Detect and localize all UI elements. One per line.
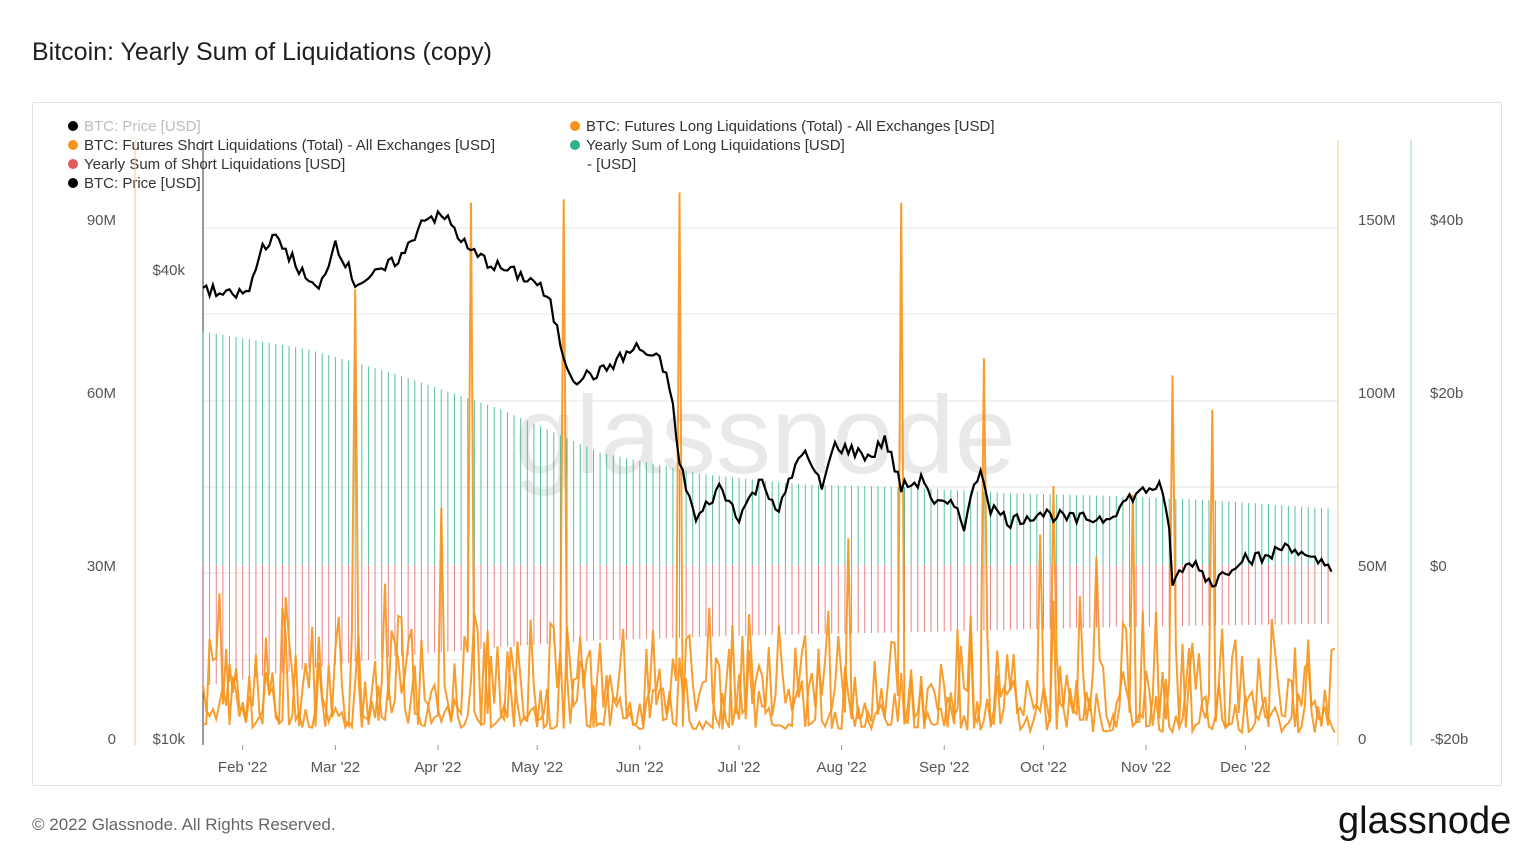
x-tick-label: Dec '22 <box>1220 759 1270 776</box>
legend-item-price[interactable]: BTC: Price [USD] <box>68 175 201 192</box>
y-tick-right-liq: 100M <box>1358 385 1396 402</box>
y-tick-left-liq: 60M <box>87 385 116 402</box>
x-tick-label: May '22 <box>511 759 563 776</box>
x-tick-label: Oct '22 <box>1020 759 1067 776</box>
legend-item-long-liquidations[interactable]: BTC: Futures Long Liquidations (Total) -… <box>570 118 995 135</box>
legend-dot-icon <box>68 178 78 188</box>
page-title: Bitcoin: Yearly Sum of Liquidations (cop… <box>32 38 492 66</box>
watermark-text: glassnode <box>514 374 1016 497</box>
y-tick-left-liq: 30M <box>87 558 116 575</box>
legend-item-yearly-long[interactable]: Yearly Sum of Long Liquidations [USD] <box>570 137 845 154</box>
legend-dot-icon <box>570 140 580 150</box>
y-tick-right-liq: 0 <box>1358 731 1366 748</box>
legend-dot-icon <box>68 140 78 150</box>
y-tick-right-yearly: $0 <box>1430 558 1447 575</box>
legend-dot-icon <box>68 159 78 169</box>
legend-dot-icon <box>68 121 78 131</box>
btc-price-line <box>202 209 1333 588</box>
legend-item-usd: - [USD] <box>587 156 637 173</box>
y-tick-right-liq: 150M <box>1358 212 1396 229</box>
x-tick-label: Apr '22 <box>414 759 461 776</box>
y-tick-right-yearly: $40b <box>1430 212 1463 229</box>
y-tick-left-liq: 0 <box>108 731 116 748</box>
short-liquidations-line <box>202 583 1336 736</box>
legend-item-short-liquidations[interactable]: BTC: Futures Short Liquidations (Total) … <box>68 137 495 154</box>
x-tick-label: Aug '22 <box>816 759 866 776</box>
x-tick-label: Jun '22 <box>616 759 664 776</box>
x-tick-label: Jul '22 <box>718 759 761 776</box>
y-tick-right-yearly: $20b <box>1430 385 1463 402</box>
legend-dot-icon <box>570 121 580 131</box>
x-tick-label: Mar '22 <box>311 759 361 776</box>
legend-item-yearly-short[interactable]: Yearly Sum of Short Liquidations [USD] <box>68 156 345 173</box>
glassnode-logo: glassnode <box>1338 800 1512 842</box>
x-tick-label: Feb '22 <box>218 759 268 776</box>
legend-item-price-faded[interactable]: BTC: Price [USD] <box>68 118 201 135</box>
y-tick-left-liq: 90M <box>87 212 116 229</box>
x-tick-label: Nov '22 <box>1121 759 1171 776</box>
y-tick-right-yearly: -$20b <box>1430 731 1468 748</box>
copyright-text: © 2022 Glassnode. All Rights Reserved. <box>32 815 336 834</box>
long-liquidations-line <box>202 192 1336 731</box>
y-tick-right-liq: 50M <box>1358 558 1387 575</box>
y-tick-left-price: $40k <box>152 262 185 279</box>
y-tick-left-price: $10k <box>152 731 185 748</box>
x-tick-label: Sep '22 <box>919 759 969 776</box>
